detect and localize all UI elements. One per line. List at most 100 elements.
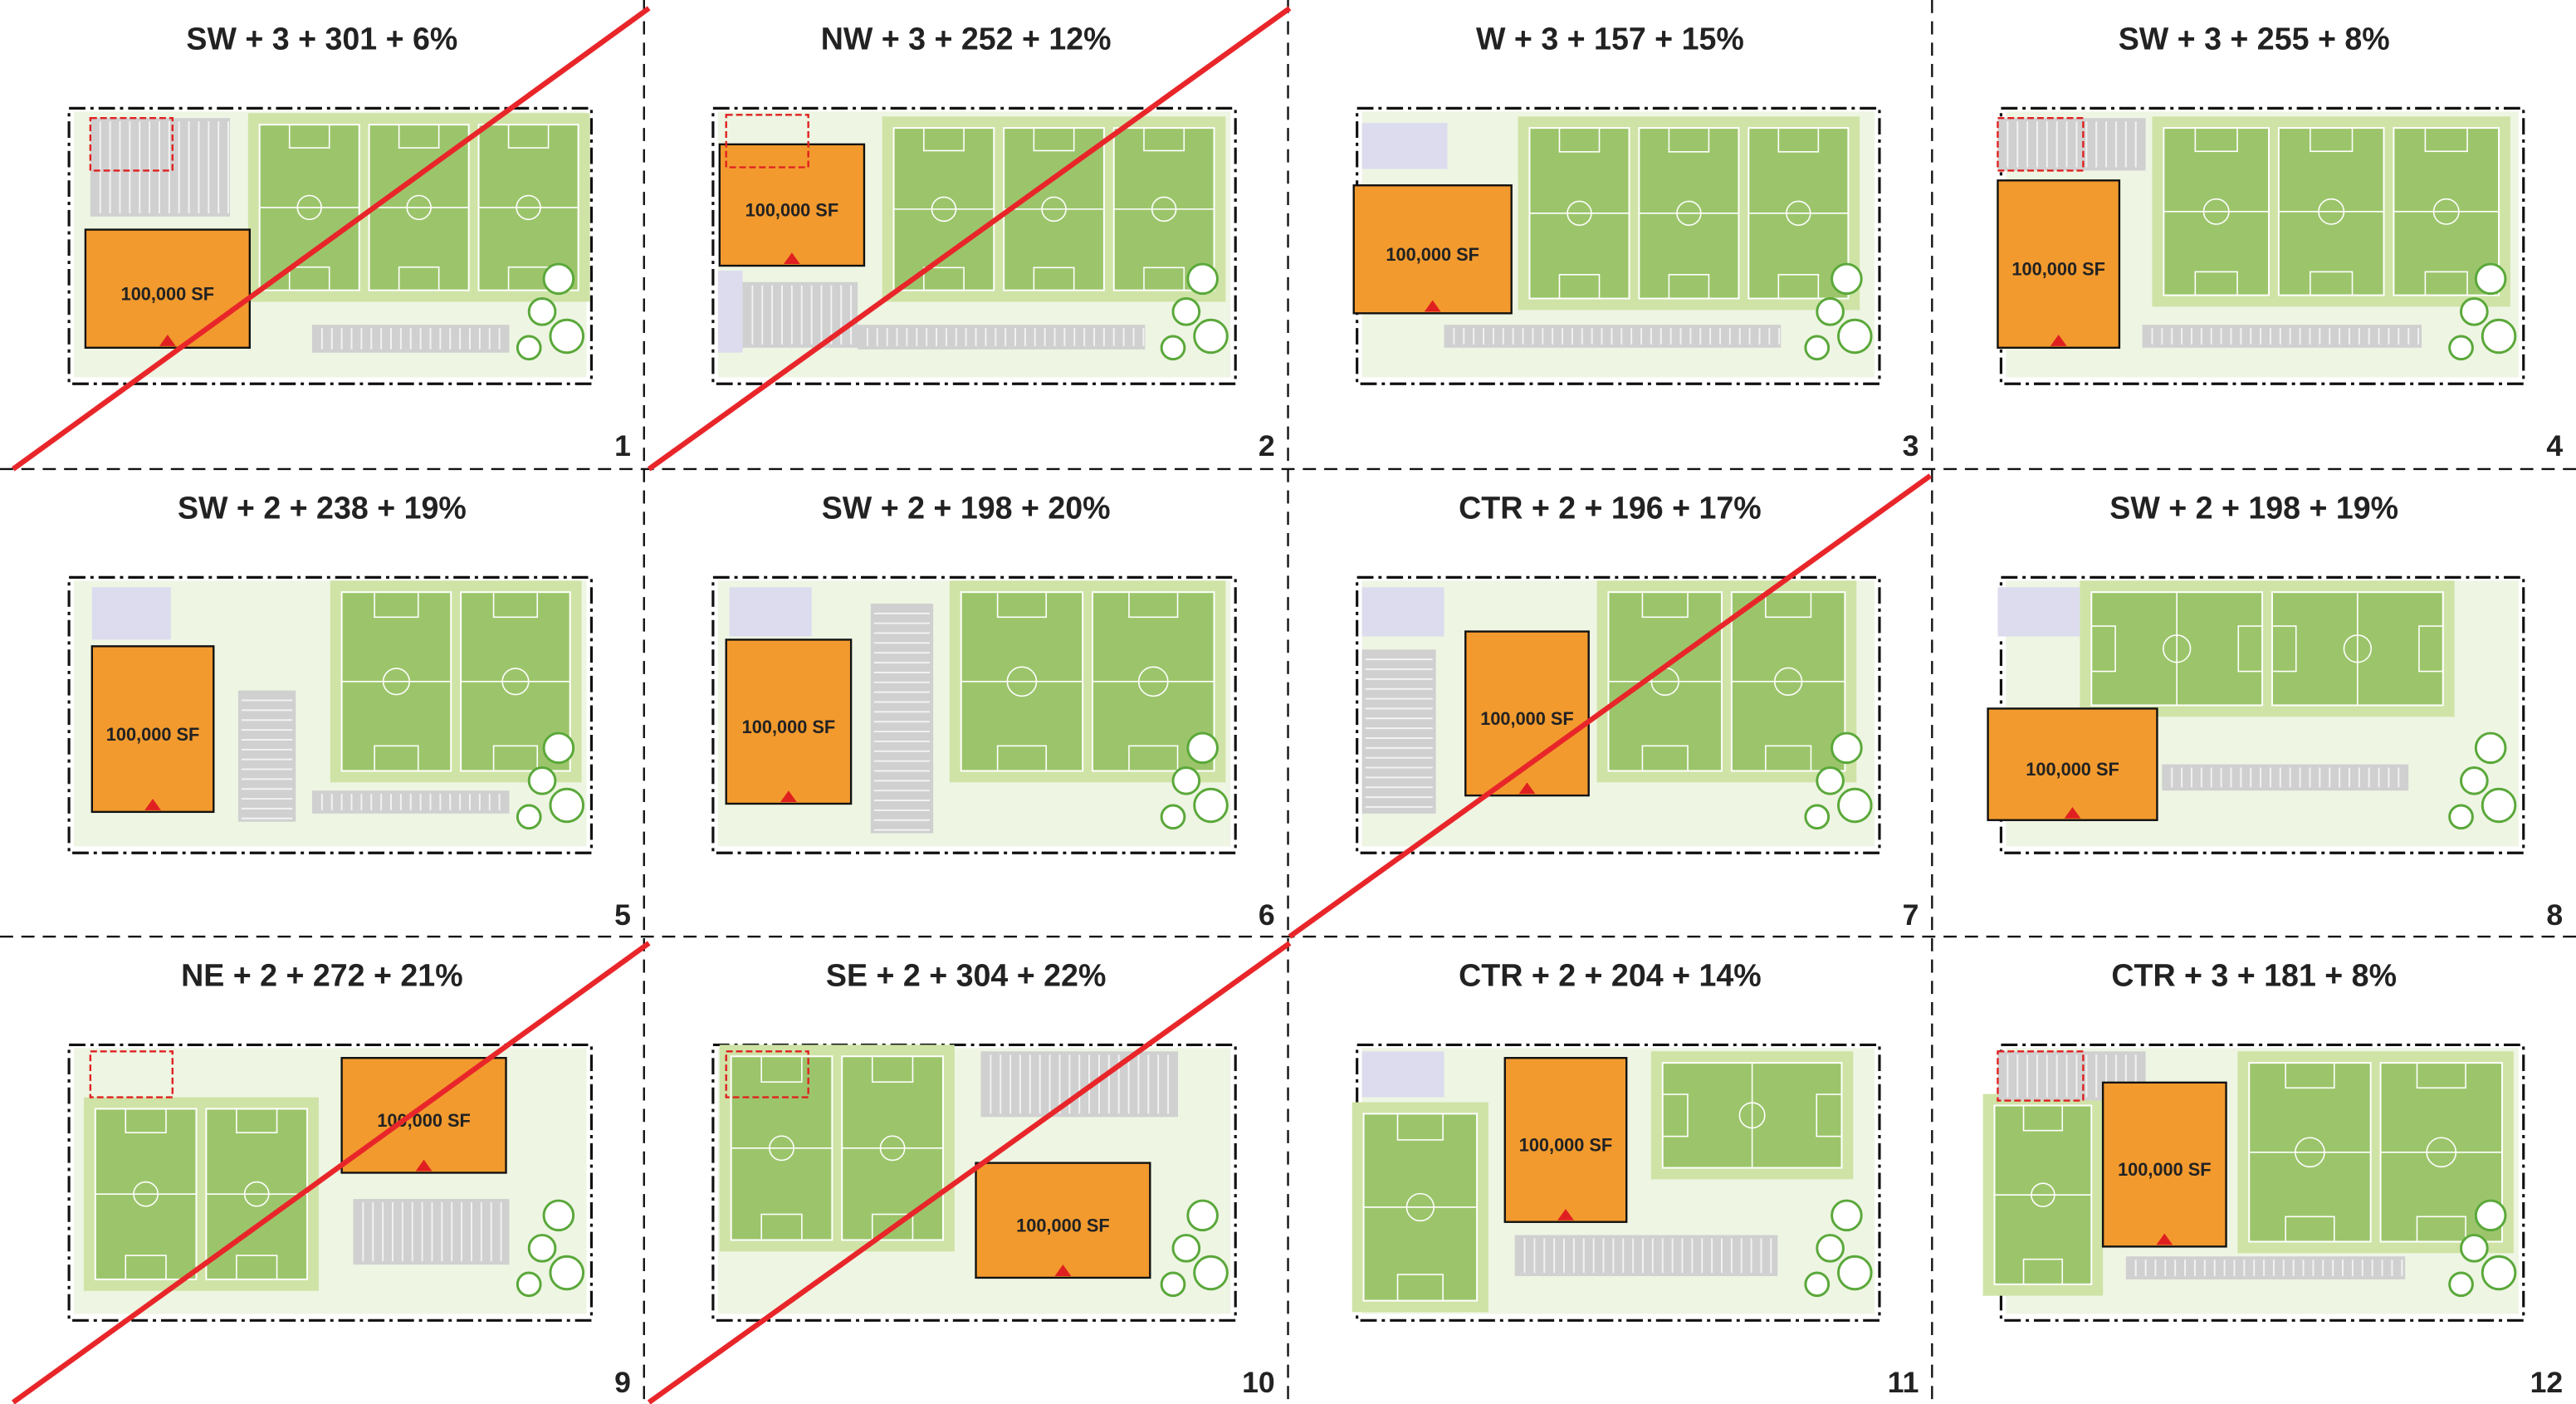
field-box <box>871 1213 914 1241</box>
site-boundary <box>711 1043 1237 1322</box>
site-boundary <box>1356 575 1881 854</box>
tree <box>2474 731 2507 765</box>
site-boundary <box>711 106 1237 385</box>
entry-arrow <box>2156 1233 2173 1245</box>
panel: W + 3 + 157 + 15% 100,000 SF 3 <box>1352 21 1919 462</box>
entry-arrow <box>1054 1265 1072 1276</box>
panel: CTR + 2 + 196 + 17% 100,000 SF 7 <box>1356 490 1919 932</box>
panel: SW + 3 + 255 + 8% 100,000 SF 4 <box>1997 21 2563 462</box>
field-circle <box>133 1181 159 1207</box>
field-box <box>2424 271 2468 296</box>
field-box <box>374 591 419 619</box>
building <box>975 1162 1151 1279</box>
panel-title: SW + 2 + 198 + 19% <box>2109 490 2398 525</box>
plaza <box>729 587 812 637</box>
tree <box>1816 1234 1845 1263</box>
field-box <box>923 127 965 152</box>
panel-title: SW + 3 + 301 + 6% <box>186 21 457 56</box>
tree <box>1186 731 1219 765</box>
expansion-zone <box>89 1050 174 1098</box>
field-box <box>1558 273 1601 300</box>
field-box <box>398 266 440 291</box>
building <box>2101 1081 2227 1248</box>
field-box <box>2271 625 2297 673</box>
strike-line <box>11 941 651 1404</box>
field-box <box>288 124 330 149</box>
panel: NW + 3 + 252 + 12% 100,000 SF 2 <box>711 21 1275 462</box>
field-circle <box>1006 666 1038 697</box>
panel-number: 1 <box>614 429 631 462</box>
expansion-zone <box>1997 117 2085 172</box>
field-box <box>2194 271 2238 296</box>
field-circle <box>1567 200 1592 226</box>
tree <box>1831 1199 1863 1232</box>
tree <box>1186 1199 1219 1232</box>
panel: CTR + 3 + 181 + 8% 100,000 SF 12 <box>1982 957 2564 1399</box>
field-box <box>2022 1258 2064 1285</box>
panel: NE + 2 + 272 + 21%100,000 SF9 <box>67 957 631 1399</box>
panel-title: CTR + 2 + 204 + 14% <box>1459 957 1762 992</box>
field-circle <box>931 196 957 223</box>
parking <box>1444 325 1782 348</box>
field-circle <box>1773 667 1803 696</box>
plaza <box>1361 1051 1444 1098</box>
tree <box>2448 335 2474 361</box>
field-circle <box>382 668 411 696</box>
field-box <box>760 1213 803 1241</box>
building-label: 100,000 SF <box>1519 1135 1612 1156</box>
tree <box>527 766 557 795</box>
tree <box>1193 318 1229 355</box>
tree <box>1837 318 1873 355</box>
field-circle <box>879 1135 906 1162</box>
building-label: 100,000 SF <box>2118 1159 2211 1180</box>
parking <box>870 603 934 834</box>
tree <box>516 804 542 830</box>
field-box <box>1128 745 1179 772</box>
field-box <box>507 124 550 149</box>
expansion-zone <box>89 117 174 172</box>
field-circle <box>296 194 322 221</box>
field-box <box>1143 267 1185 291</box>
parking <box>1997 118 2146 171</box>
tree <box>516 1271 542 1298</box>
site-boundary <box>67 1043 594 1322</box>
tree <box>2460 297 2489 326</box>
field-circle <box>1041 196 1067 223</box>
building <box>90 645 215 814</box>
tree <box>1816 297 1845 326</box>
entry-arrow <box>2050 335 2067 346</box>
panel-title: SW + 2 + 238 + 19% <box>178 490 467 525</box>
tree <box>2481 318 2517 355</box>
strike-line <box>647 941 1292 1404</box>
field-box <box>2418 625 2444 673</box>
field-box <box>2194 127 2238 153</box>
parking <box>1361 649 1436 814</box>
building-label: 100,000 SF <box>1016 1215 1109 1235</box>
panel-number: 9 <box>614 1366 631 1399</box>
panel-number: 12 <box>2530 1366 2564 1399</box>
field-box <box>1641 745 1689 772</box>
tree <box>2448 804 2474 830</box>
tree <box>2460 1234 2489 1263</box>
tree <box>1160 804 1186 830</box>
parking <box>237 690 296 822</box>
field-circle <box>2031 1182 2055 1207</box>
tree <box>1160 1271 1186 1298</box>
entry-arrow <box>1557 1208 1574 1221</box>
field-circle <box>2318 198 2345 225</box>
tree <box>2481 1255 2517 1291</box>
panel-title: SW + 3 + 255 + 8% <box>2119 21 2390 56</box>
strike-line <box>11 6 651 472</box>
field-box <box>2416 1062 2466 1089</box>
field-box <box>2285 1062 2335 1089</box>
field-box <box>2237 625 2263 673</box>
field-box <box>923 267 965 291</box>
field-box <box>2310 271 2354 296</box>
tree <box>1804 1271 1831 1298</box>
panel: SW + 2 + 198 + 20% 100,000 SF 6 <box>711 490 1275 932</box>
panel: SW + 2 + 238 + 19% 100,000 SF 5 <box>67 490 631 932</box>
tree <box>2481 787 2517 824</box>
parking <box>858 325 1146 350</box>
panel-number: 8 <box>2546 898 2563 932</box>
